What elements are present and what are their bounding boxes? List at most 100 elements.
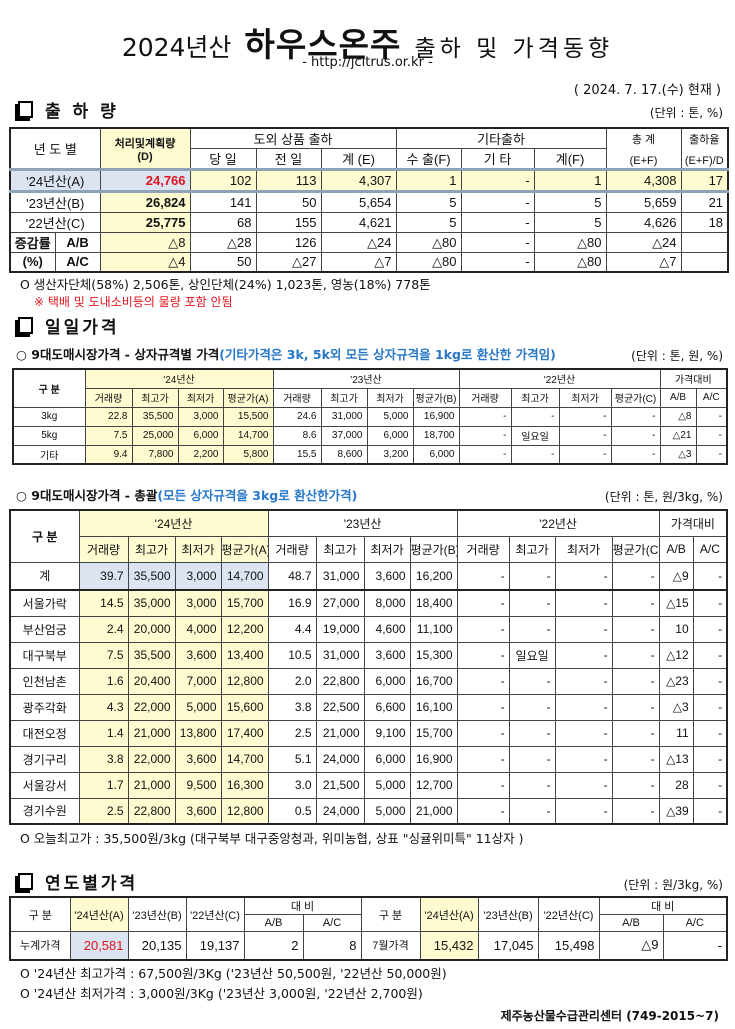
table-cell: △23 (658, 667, 694, 695)
table-cell: 5,659 (605, 191, 682, 213)
table-cell: 39.7 (78, 561, 129, 591)
table-cell: 3,600 (174, 745, 222, 773)
table-cell: - (611, 641, 660, 669)
row-label: 부산엄궁 (9, 615, 80, 643)
table-row: 경기수원 2.5 22,800 3,600 12,800 0.5 24,000 5,000 21… (9, 797, 728, 825)
shipment-warning: ※ 택배 및 도내소비등의 물량 포함 안됨 (34, 295, 233, 309)
table-cell: △13 (658, 745, 694, 773)
yearly-unit: (단위 : 원/3kg, %) (623, 878, 723, 892)
table-cell: 3,000 (177, 406, 224, 427)
table-cell: - (610, 444, 661, 465)
table-cell: - (458, 444, 512, 465)
change-row: 증감률 A/B △8 △28 126 △24 △80- △80 △24 (9, 232, 729, 253)
table-cell: 15,700 (220, 589, 269, 617)
table-cell: 19,000 (315, 615, 365, 643)
subheader-cell: 거래량 (272, 387, 322, 408)
table-cell: 27,000 (315, 589, 365, 617)
row-label: A/B (54, 232, 101, 253)
table-cell: - (510, 406, 560, 427)
subheader-cell: A/B (658, 535, 694, 563)
row-label: 서울가락 (9, 589, 80, 617)
table-cell: 28 (658, 771, 694, 799)
subheader-cell: 거래량 (456, 535, 510, 563)
table-cell: 6,000 (363, 745, 411, 773)
site-url: - http://jcitrus.or.kr - (302, 55, 433, 70)
header-year: 년 도 별 (9, 127, 101, 170)
row-label: 3kg (12, 406, 86, 427)
subheader-cell: 평균가(A) (220, 535, 269, 563)
table-cell: 24,000 (315, 797, 365, 825)
table-cell: 22,800 (127, 797, 176, 825)
header-y24: '24년산 (78, 509, 269, 537)
table-cell: 5 (395, 212, 462, 233)
table-cell: - (611, 561, 660, 591)
table-cell: 16,700 (409, 667, 458, 695)
table-cell: 14.5 (78, 589, 129, 617)
table-cell: 17,400 (220, 719, 269, 747)
table-cell: 2,200 (177, 444, 224, 465)
overall-title-note: (모든 상자규격을 3kg로 환산한가격) (157, 488, 358, 503)
table-cell: 7.5 (78, 641, 129, 669)
table-cell: 68 (189, 212, 257, 233)
table-cell: 16,900 (412, 406, 460, 427)
row-label: '22년산(C) (9, 212, 101, 233)
table-cell: 4,307 (320, 168, 397, 193)
table-cell: - (456, 667, 510, 695)
title-year: 2024년산 (121, 33, 232, 62)
table-cell: 20,400 (127, 667, 176, 695)
overall-price-table: 구 분 '24년산 '23년산 '22년산 가격대비 거래량 최고가 최저가 평균가(A) 거래량… (9, 509, 729, 825)
table-cell: - (611, 667, 660, 695)
table-cell: △7 (605, 252, 682, 272)
table-cell: - (460, 252, 535, 272)
cumulative-ac: 8 (302, 931, 362, 960)
subheader-cell: 거래량 (78, 535, 129, 563)
by-size-unit: (단위 : 톤, 원, %) (631, 349, 723, 363)
table-cell: 24,766 (99, 168, 191, 193)
subheader-cell: 최저가 (558, 387, 612, 408)
header-y22: '22년산 (456, 509, 660, 537)
table-cell: - (460, 232, 535, 253)
header-y23: '23년산 (272, 368, 460, 389)
subheader-cell: 거래량 (84, 387, 133, 408)
table-cell: 22,500 (315, 693, 365, 721)
table-cell: 18,700 (412, 425, 460, 446)
table-row: '23년산(B) 26,824 141 50 5,654 5-5 5,659 21 (9, 191, 729, 213)
table-cell: △8 (659, 406, 697, 427)
table-cell: 21,000 (127, 771, 176, 799)
table-cell: 16,200 (409, 561, 458, 591)
header-group: 구 분 (360, 896, 421, 932)
table-row: 대전오정 1.4 21,000 13,800 17,400 2.5 21,000 9,100 1… (9, 719, 728, 747)
subheader-cell: 거래량 (458, 387, 512, 408)
table-cell: 4.4 (267, 615, 317, 643)
table-cell: 1 (395, 168, 462, 193)
row-label: 기타 (12, 444, 86, 465)
table-cell: 25,775 (99, 212, 191, 233)
subheader-cell: 당 일 (189, 148, 257, 170)
header-plan-code: (D) (137, 150, 153, 163)
table-cell: 14,700 (220, 561, 269, 591)
month-label: 7월가격 (360, 931, 421, 960)
table-cell: 31,000 (315, 641, 365, 669)
table-cell: - (554, 615, 613, 643)
table-cell: - (695, 444, 728, 465)
change-row: (%) A/C △4 50 △27 △7 △80- △80 △7 (9, 252, 729, 272)
table-cell: 22,000 (127, 745, 176, 773)
table-cell: - (611, 589, 660, 617)
section-title: 출 하 량 (45, 102, 119, 122)
header-y23: '23년산 (267, 509, 458, 537)
table-cell: 3,000 (174, 589, 222, 617)
subheader-cell: 평균가(C) (610, 387, 661, 408)
header-y24: '24년산(A) (69, 896, 129, 932)
table-cell: 3.8 (267, 693, 317, 721)
subheader-cell: 최저가 (177, 387, 224, 408)
table-cell: - (692, 745, 728, 773)
table-cell: 5,654 (320, 191, 397, 213)
subheader-cell: 평균가(B) (409, 535, 458, 563)
table-cell: 16,300 (220, 771, 269, 799)
table-cell: 2.5 (267, 719, 317, 747)
table-cell: △28 (189, 232, 257, 253)
table-cell: 17 (680, 168, 729, 193)
table-cell: △80 (533, 232, 607, 253)
table-row: 서울강서 1.7 21,000 9,500 16,300 3.0 21,500 5,000 12… (9, 771, 728, 799)
table-cell: - (460, 212, 535, 233)
